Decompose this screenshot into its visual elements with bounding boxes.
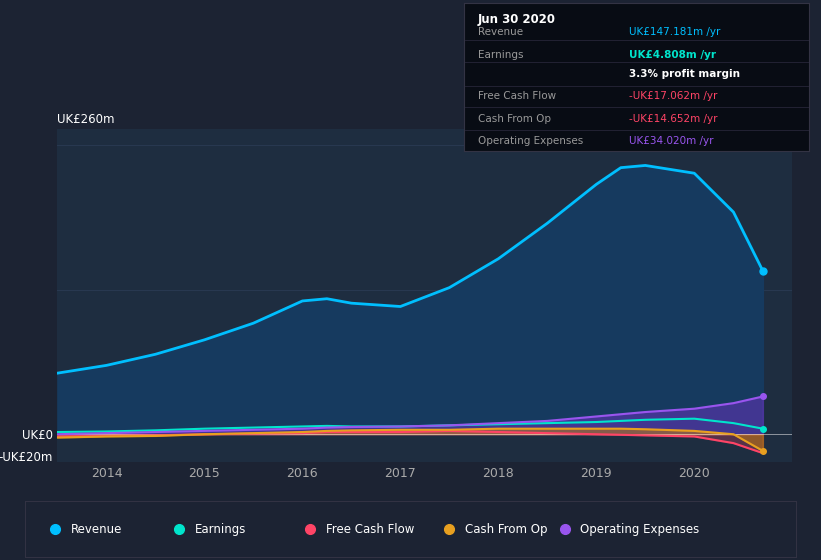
Text: Operating Expenses: Operating Expenses — [580, 522, 699, 536]
Text: Cash From Op: Cash From Op — [478, 114, 551, 124]
Text: Free Cash Flow: Free Cash Flow — [326, 522, 414, 536]
Text: Revenue: Revenue — [71, 522, 122, 536]
Text: UK£4.808m /yr: UK£4.808m /yr — [630, 50, 717, 60]
Text: Earnings: Earnings — [195, 522, 245, 536]
Text: -UK£14.652m /yr: -UK£14.652m /yr — [630, 114, 718, 124]
Text: Jun 30 2020: Jun 30 2020 — [478, 13, 556, 26]
Text: Free Cash Flow: Free Cash Flow — [478, 91, 556, 101]
Text: UK£260m: UK£260m — [57, 113, 115, 126]
Text: UK£34.020m /yr: UK£34.020m /yr — [630, 136, 714, 146]
Text: Revenue: Revenue — [478, 27, 523, 38]
Text: 3.3% profit margin: 3.3% profit margin — [630, 69, 741, 79]
Text: Earnings: Earnings — [478, 50, 523, 60]
Text: Operating Expenses: Operating Expenses — [478, 136, 583, 146]
Text: Cash From Op: Cash From Op — [465, 522, 547, 536]
Text: UK£147.181m /yr: UK£147.181m /yr — [630, 27, 721, 38]
Text: -UK£17.062m /yr: -UK£17.062m /yr — [630, 91, 718, 101]
